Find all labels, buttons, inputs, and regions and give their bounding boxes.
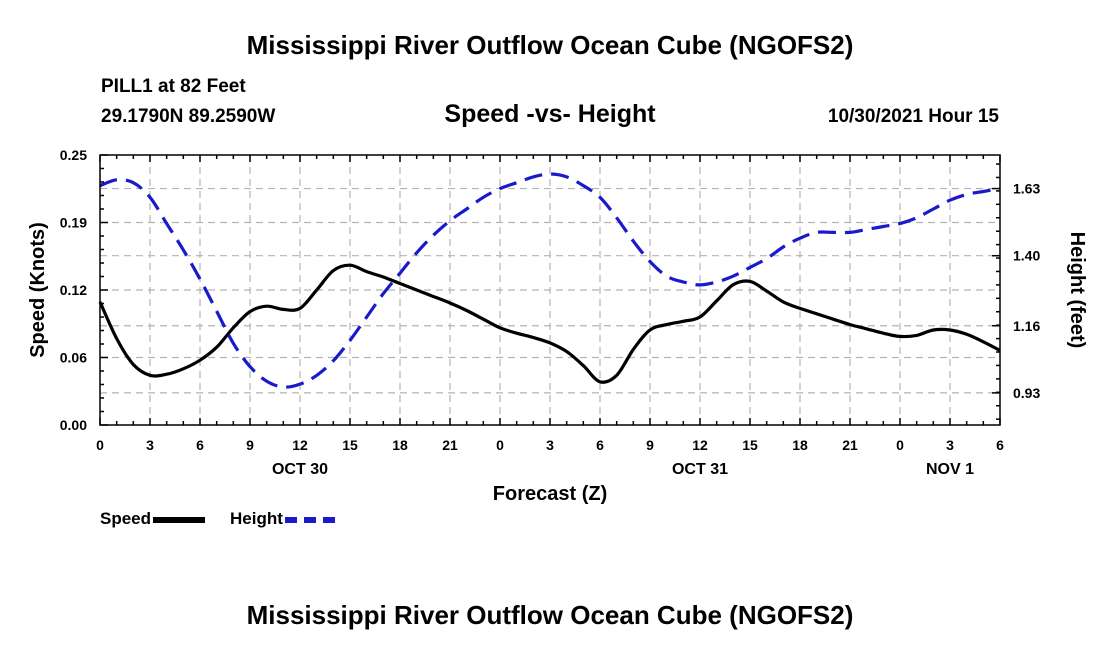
- x-tick-label: 6: [196, 437, 204, 453]
- chart-title: Mississippi River Outflow Ocean Cube (NG…: [246, 30, 854, 60]
- y2-tick-label: 1.16: [1013, 318, 1040, 334]
- x-tick-label: 3: [946, 437, 954, 453]
- x-tick-label: 18: [392, 437, 408, 453]
- x-tick-label: 6: [996, 437, 1004, 453]
- y2-tick-label: 1.63: [1013, 181, 1040, 197]
- x-date-label: OCT 31: [672, 461, 728, 478]
- y2-tick-label: 0.93: [1013, 385, 1040, 401]
- chart-subtitle: Speed -vs- Height: [444, 100, 656, 128]
- speed-series-line: [98, 263, 1001, 384]
- x-tick-label: 15: [342, 437, 358, 453]
- x-tick-label: 0: [96, 437, 104, 453]
- y-tick-label: 0.12: [60, 282, 87, 298]
- legend-speed-label: Speed: [100, 509, 152, 528]
- axes-frame: [99, 154, 1001, 426]
- x-tick-label: 0: [496, 437, 504, 453]
- x-tick-label: 9: [246, 437, 254, 453]
- x-tick-label: 3: [546, 437, 554, 453]
- x-tick-label: 12: [292, 437, 308, 453]
- x-tick-label: 9: [646, 437, 654, 453]
- y2-axis-title: Height (feet): [1066, 232, 1088, 349]
- y-tick-label: 0.25: [60, 147, 87, 163]
- x-date-label: OCT 30: [272, 461, 328, 478]
- x-tick-label: 21: [842, 437, 858, 453]
- x-tick-label: 15: [742, 437, 758, 453]
- legend-speed-swatch: [153, 516, 206, 523]
- x-tick-label: 0: [896, 437, 904, 453]
- station-coordinates: 29.1790N 89.2590W: [101, 106, 276, 127]
- series-layer: [98, 172, 1001, 389]
- y-tick-label: 0.19: [60, 215, 87, 231]
- legend-height-swatch: [284, 516, 335, 523]
- forecast-timestamp: 10/30/2021 Hour 15: [827, 106, 999, 127]
- y-axis-title: Speed (Knots): [27, 222, 49, 358]
- legend-height: Height: [230, 509, 335, 529]
- y2-tick-label: 1.40: [1013, 248, 1040, 264]
- y-tick-label: 0.06: [60, 350, 87, 366]
- x-tick-label: 12: [692, 437, 708, 453]
- height-series-line: [99, 172, 1001, 389]
- x-tick-label: 3: [146, 437, 154, 453]
- station-label: PILL1 at 82 Feet: [101, 76, 246, 97]
- grid-layer: [100, 155, 1000, 425]
- x-date-label: NOV 1: [926, 461, 974, 478]
- x-axis-title: Forecast (Z): [493, 483, 607, 505]
- footer-title: Mississippi River Outflow Ocean Cube (NG…: [246, 600, 854, 630]
- x-tick-label: 6: [596, 437, 604, 453]
- y-tick-label: 0.00: [60, 417, 87, 433]
- axis-labels: 0 3 6 9 12 15 18 21 0 3 6 9 12 15 18 21 0 3 6 0.00 0.06 0.12 0…: [27, 147, 1088, 505]
- x-tick-label: 21: [442, 437, 458, 453]
- x-tick-label: 18: [792, 437, 808, 453]
- legend-height-label: Height: [230, 509, 283, 528]
- legend-speed: Speed: [100, 509, 206, 529]
